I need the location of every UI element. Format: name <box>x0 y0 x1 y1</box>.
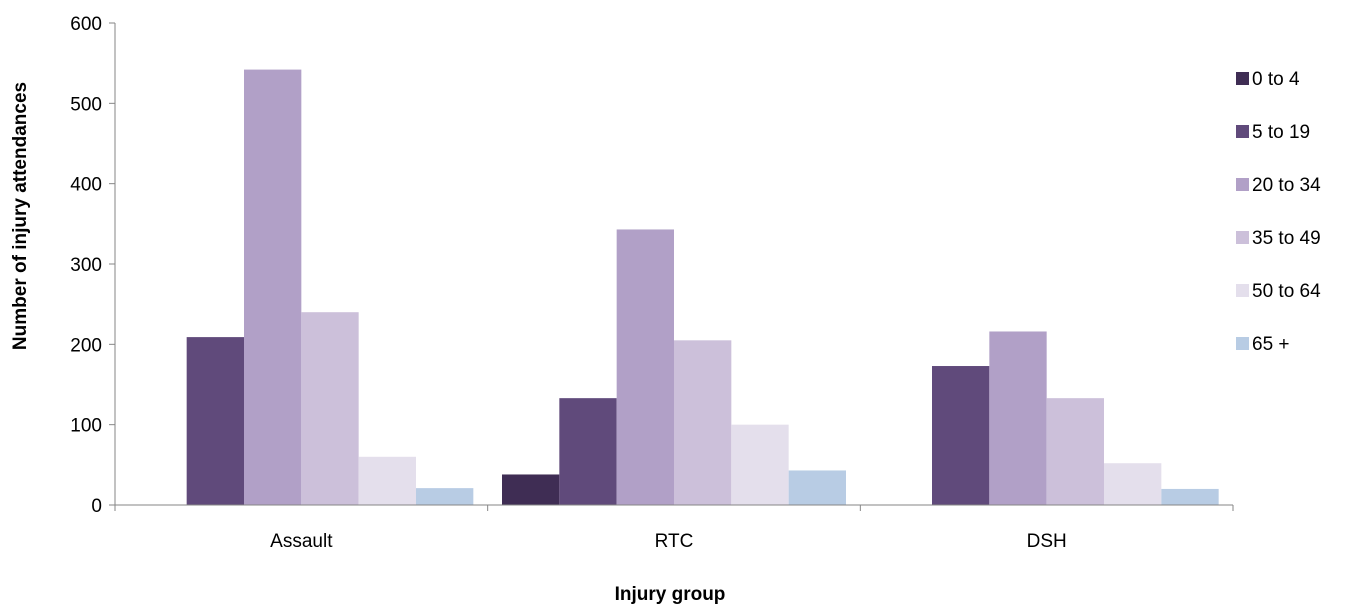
legend-swatch <box>1236 72 1249 85</box>
y-tick-label: 200 <box>70 335 102 356</box>
legend-swatch <box>1236 284 1249 297</box>
y-tick-label: 600 <box>70 14 102 35</box>
bar <box>616 229 674 505</box>
bar <box>1046 398 1104 505</box>
y-tick-label: 300 <box>70 255 102 276</box>
legend-label: 20 to 34 <box>1252 175 1321 196</box>
bar <box>244 69 302 506</box>
legend-label: 65 + <box>1252 334 1290 355</box>
bar <box>788 470 846 505</box>
bar <box>559 398 617 505</box>
axes-layer: 0 100 200 300 400 500 600 Assault RTC DSH <box>70 14 1234 552</box>
y-tick-label: 500 <box>70 94 102 115</box>
legend-swatch <box>1236 231 1249 244</box>
legend-label: 35 to 49 <box>1252 228 1321 249</box>
y-axis-title: Number of injury attendances <box>10 82 31 350</box>
x-axis-title: Injury group <box>615 584 726 604</box>
bar <box>932 366 990 505</box>
y-tick-label: 0 <box>91 496 102 517</box>
bar <box>989 331 1047 505</box>
bar <box>1104 463 1162 505</box>
bar <box>186 337 244 505</box>
x-category-label: RTC <box>655 531 694 552</box>
bar <box>731 424 789 505</box>
legend-label: 50 to 64 <box>1252 281 1321 302</box>
y-tick-label: 100 <box>70 416 102 437</box>
y-tick-label: 400 <box>70 175 102 196</box>
bar <box>502 474 560 505</box>
bars-layer <box>186 69 1219 506</box>
legend-swatch <box>1236 125 1249 138</box>
legend: 0 to 4 5 to 19 20 to 34 35 to 49 50 to 64 65 … <box>1236 69 1321 355</box>
legend-label: 0 to 4 <box>1252 69 1300 90</box>
legend-swatch <box>1236 337 1249 350</box>
legend-label: 5 to 19 <box>1252 122 1310 143</box>
bar <box>416 488 474 505</box>
bar <box>301 312 359 505</box>
bar <box>674 340 732 505</box>
x-category-label: DSH <box>1027 531 1067 552</box>
bar <box>1161 488 1219 505</box>
legend-swatch <box>1236 178 1249 191</box>
x-category-label: Assault <box>270 531 333 552</box>
bar <box>358 456 416 505</box>
